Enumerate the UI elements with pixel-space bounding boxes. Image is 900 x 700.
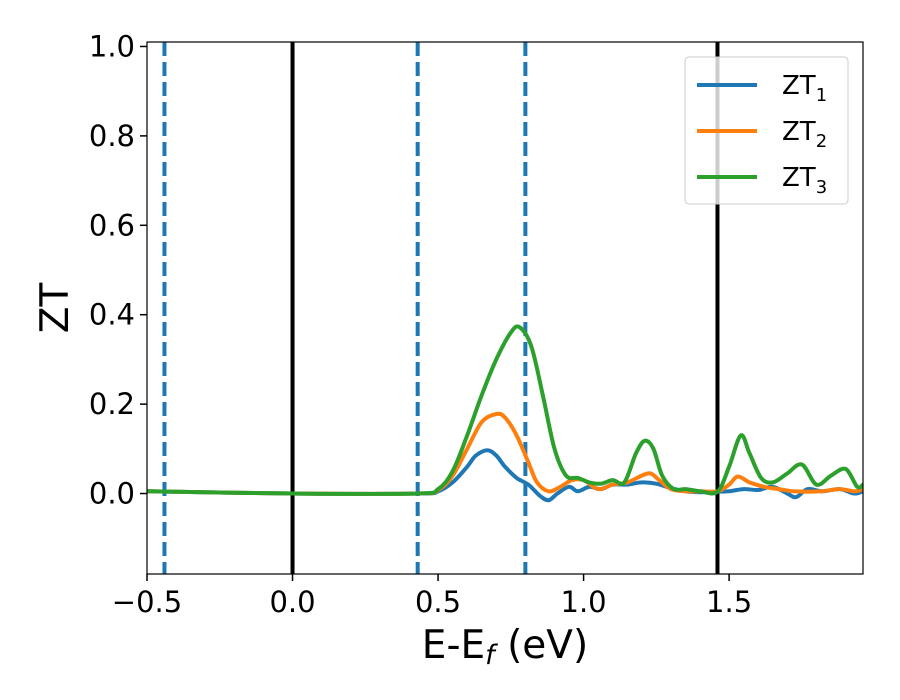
y-axis-title: ZT — [33, 283, 78, 334]
legend-label-1: ZT1 — [782, 71, 827, 106]
y-tick-label: 1.0 — [89, 29, 135, 63]
y-axis-ticks: 0.0 0.2 0.4 0.6 0.8 1.0 — [89, 29, 147, 511]
x-axis-title-main: E-E — [422, 623, 485, 668]
y-tick-label: 0.4 — [89, 298, 135, 332]
x-axis-title: E-Ef (eV) — [422, 623, 588, 671]
plot-area-frame — [146, 41, 864, 575]
y-tick-label: 0.8 — [89, 119, 135, 153]
x-tick-label: 1.5 — [706, 585, 752, 619]
legend-box — [684, 56, 849, 205]
x-tick-label: 0.5 — [415, 585, 461, 619]
y-tick-label: 0.6 — [89, 208, 135, 242]
series-line-3 — [147, 324, 863, 496]
legend-label-2: ZT2 — [782, 117, 827, 152]
y-tick-label: 0.0 — [89, 477, 135, 511]
x-tick-label: 1.0 — [561, 585, 607, 619]
x-axis-ticks: −0.5 0.0 0.5 1.0 1.5 — [112, 574, 752, 619]
legend-label-3: ZT3 — [782, 163, 827, 198]
y-tick-label: 0.2 — [89, 387, 135, 421]
legend-entries: ZT1 ZT2 ZT3 — [697, 71, 827, 198]
series-lines — [147, 324, 863, 503]
vertical-reference-lines — [162, 42, 720, 574]
x-tick-label: 0.0 — [269, 585, 315, 619]
legend: ZT1 ZT2 ZT3 — [684, 56, 849, 205]
x-tick-label: −0.5 — [112, 585, 182, 619]
x-axis-title-unit: (eV) — [495, 623, 589, 668]
